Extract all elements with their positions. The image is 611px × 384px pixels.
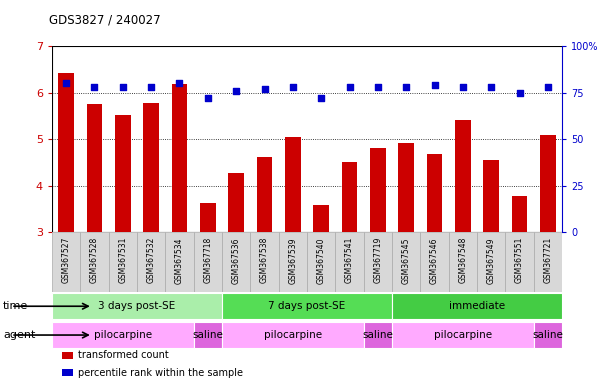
Text: GSM367546: GSM367546 <box>430 237 439 283</box>
Point <box>543 84 553 90</box>
Text: 3 days post-SE: 3 days post-SE <box>98 301 175 311</box>
Text: agent: agent <box>3 330 35 340</box>
Bar <box>540 134 556 232</box>
Bar <box>229 173 244 232</box>
Point <box>175 80 185 86</box>
Bar <box>483 160 499 232</box>
Text: GSM367536: GSM367536 <box>232 237 241 283</box>
Point <box>118 84 128 90</box>
Point <box>90 84 100 90</box>
FancyBboxPatch shape <box>534 232 562 292</box>
Point <box>458 84 468 90</box>
Point <box>260 86 269 92</box>
Point <box>345 84 354 90</box>
Text: GSM367540: GSM367540 <box>316 237 326 283</box>
Bar <box>455 120 470 232</box>
FancyBboxPatch shape <box>52 232 80 292</box>
Text: GSM367527: GSM367527 <box>62 237 71 283</box>
Bar <box>370 147 386 232</box>
Bar <box>285 137 301 232</box>
Text: GSM367548: GSM367548 <box>458 237 467 283</box>
Text: GSM367534: GSM367534 <box>175 237 184 283</box>
FancyBboxPatch shape <box>166 232 194 292</box>
FancyBboxPatch shape <box>222 322 364 348</box>
Text: transformed count: transformed count <box>78 350 169 360</box>
FancyBboxPatch shape <box>222 293 392 319</box>
Text: pilocarpine: pilocarpine <box>264 330 322 340</box>
Bar <box>62 351 73 359</box>
Point <box>514 89 524 96</box>
Bar <box>257 157 273 232</box>
Point <box>430 82 439 88</box>
FancyBboxPatch shape <box>392 232 420 292</box>
FancyBboxPatch shape <box>364 322 392 348</box>
Bar <box>87 104 102 232</box>
Point <box>61 80 71 86</box>
Bar <box>62 369 73 376</box>
Bar <box>58 73 74 232</box>
Text: pilocarpine: pilocarpine <box>93 330 152 340</box>
Text: GSM367531: GSM367531 <box>119 237 127 283</box>
FancyBboxPatch shape <box>279 232 307 292</box>
FancyBboxPatch shape <box>534 322 562 348</box>
Bar <box>144 103 159 232</box>
Point <box>373 84 382 90</box>
FancyBboxPatch shape <box>194 232 222 292</box>
FancyBboxPatch shape <box>392 293 562 319</box>
Point <box>486 84 496 90</box>
FancyBboxPatch shape <box>109 232 137 292</box>
FancyBboxPatch shape <box>477 232 505 292</box>
FancyBboxPatch shape <box>505 232 534 292</box>
Bar <box>200 204 216 232</box>
FancyBboxPatch shape <box>52 322 194 348</box>
Text: 7 days post-SE: 7 days post-SE <box>268 301 346 311</box>
FancyBboxPatch shape <box>335 232 364 292</box>
Bar <box>342 162 357 232</box>
Point <box>401 84 411 90</box>
Point <box>232 88 241 94</box>
Text: GSM367718: GSM367718 <box>203 237 213 283</box>
Text: GSM367541: GSM367541 <box>345 237 354 283</box>
Text: immediate: immediate <box>449 301 505 311</box>
FancyBboxPatch shape <box>194 322 222 348</box>
Text: pilocarpine: pilocarpine <box>434 330 492 340</box>
FancyBboxPatch shape <box>137 232 166 292</box>
Text: saline: saline <box>533 330 563 340</box>
Text: saline: saline <box>362 330 393 340</box>
Text: GSM367719: GSM367719 <box>373 237 382 283</box>
Text: GSM367532: GSM367532 <box>147 237 156 283</box>
FancyBboxPatch shape <box>307 232 335 292</box>
Bar <box>115 115 131 232</box>
Bar <box>313 205 329 232</box>
Text: GSM367551: GSM367551 <box>515 237 524 283</box>
Text: saline: saline <box>192 330 223 340</box>
Text: percentile rank within the sample: percentile rank within the sample <box>78 367 243 377</box>
Point <box>288 84 298 90</box>
FancyBboxPatch shape <box>222 232 251 292</box>
FancyBboxPatch shape <box>80 232 109 292</box>
Point <box>146 84 156 90</box>
FancyBboxPatch shape <box>420 232 448 292</box>
Bar <box>426 154 442 232</box>
Text: GSM367721: GSM367721 <box>543 237 552 283</box>
Bar <box>172 84 188 232</box>
Text: GDS3827 / 240027: GDS3827 / 240027 <box>49 14 161 27</box>
Text: time: time <box>3 301 28 311</box>
Text: GSM367545: GSM367545 <box>401 237 411 283</box>
FancyBboxPatch shape <box>251 232 279 292</box>
FancyBboxPatch shape <box>364 232 392 292</box>
Text: GSM367538: GSM367538 <box>260 237 269 283</box>
FancyBboxPatch shape <box>392 322 534 348</box>
Text: GSM367528: GSM367528 <box>90 237 99 283</box>
Text: GSM367539: GSM367539 <box>288 237 298 283</box>
Text: GSM367549: GSM367549 <box>487 237 496 283</box>
Point <box>203 95 213 101</box>
Bar <box>398 143 414 232</box>
FancyBboxPatch shape <box>52 293 222 319</box>
Point <box>316 95 326 101</box>
Bar <box>512 196 527 232</box>
FancyBboxPatch shape <box>448 232 477 292</box>
